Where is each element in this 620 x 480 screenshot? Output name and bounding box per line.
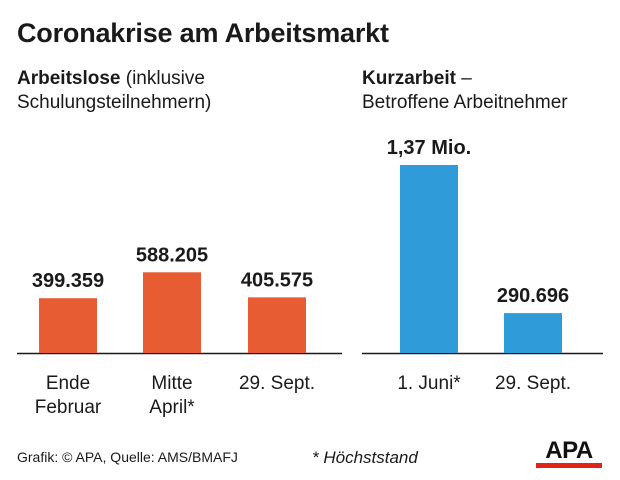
category-label-arbeitslose-1-line1: Ende <box>46 373 90 394</box>
bar-kurzarbeit-1 <box>400 165 458 353</box>
subtitle-arbeitslose: Arbeitslose (inklusive Schulungsteilnehm… <box>17 67 211 115</box>
footnote-hoechststand: * Höchststand <box>312 448 418 467</box>
subtitle-kurzarbeit: Kurzarbeit – Betroffene Arbeitnehmer <box>362 67 568 115</box>
value-label-arbeitslose-2: 588.205 <box>136 244 208 266</box>
value-label-arbeitslose-1: 399.359 <box>32 270 104 292</box>
bar-arbeitslose-3 <box>248 297 306 353</box>
apa-logo-text: APA <box>545 437 593 464</box>
subtitle-kurzarbeit-line2: Betroffene Arbeitnehmer <box>362 92 568 113</box>
value-label-kurzarbeit-2: 290.696 <box>497 285 569 307</box>
value-label-arbeitslose-3: 405.575 <box>241 269 313 291</box>
subtitle-arbeitslose-bold: Arbeitslose <box>17 68 121 89</box>
chart-arbeitslose: 399.359 Ende Februar 588.205 Mitte April* 405.… <box>17 244 342 418</box>
value-label-kurzarbeit-1: 1,37 Mio. <box>387 137 471 159</box>
chart-title: Coronakrise am Arbeitsmarkt <box>17 18 389 48</box>
category-label-kurzarbeit-1-line1: 1. Juni* <box>397 373 461 394</box>
subtitle-kurzarbeit-bold: Kurzarbeit <box>362 68 456 89</box>
subtitle-arbeitslose-line2: Schulungsteilnehmern) <box>17 92 212 113</box>
subtitle-arbeitslose-rest: (inklusive <box>120 68 205 89</box>
apa-logo: APA <box>536 437 602 468</box>
bar-arbeitslose-1 <box>39 298 97 353</box>
category-label-arbeitslose-2-line1: Mitte <box>151 373 192 394</box>
apa-logo-bar <box>536 463 602 468</box>
category-label-arbeitslose-3-line1: 29. Sept. <box>239 373 315 394</box>
bar-arbeitslose-2 <box>143 272 201 353</box>
category-label-arbeitslose-1-line2: Februar <box>35 397 102 418</box>
source-credit: Grafik: © APA, Quelle: AMS/BMAFJ <box>17 449 238 465</box>
subtitle-kurzarbeit-rest: – <box>455 68 472 89</box>
category-label-arbeitslose-2-line2: April* <box>149 397 195 418</box>
chart-kurzarbeit: 1,37 Mio. 1. Juni* 290.696 29. Sept. <box>362 137 603 394</box>
category-label-kurzarbeit-2-line1: 29. Sept. <box>495 373 571 394</box>
bar-kurzarbeit-2 <box>504 313 562 353</box>
